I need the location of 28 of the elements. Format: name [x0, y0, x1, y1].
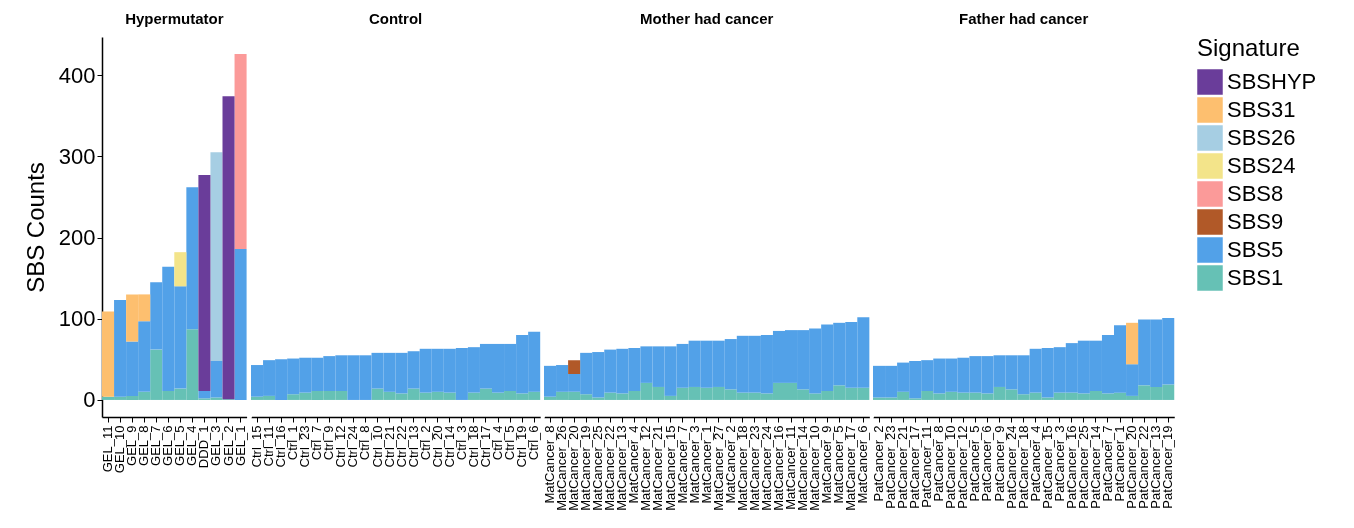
legend-title: Signature — [1197, 34, 1300, 61]
bar — [198, 175, 211, 392]
legend-label: SBS1 — [1227, 265, 1284, 290]
bar — [234, 248, 247, 400]
bar — [568, 360, 581, 374]
legend-label: SBS5 — [1227, 237, 1284, 262]
chart-title: Control — [368, 10, 423, 27]
y-tick-label: 0 — [83, 387, 96, 413]
legend-label: SBS8 — [1227, 181, 1284, 206]
bar — [174, 252, 187, 287]
bar — [102, 311, 115, 397]
chart-title: Mother had cancer — [639, 10, 774, 27]
y-tick-label: 400 — [58, 62, 96, 88]
y-tick-label: 200 — [58, 225, 96, 251]
legend-label: SBS24 — [1227, 153, 1296, 178]
y-tick-label: 100 — [58, 306, 96, 332]
chart-title: Hypermutator — [125, 10, 224, 27]
chart-title: Father had cancer — [959, 10, 1089, 27]
bar — [222, 96, 235, 400]
legend-label: SBS26 — [1227, 125, 1296, 150]
y-tick-label: 300 — [58, 143, 96, 169]
legend-label: SBS31 — [1227, 97, 1296, 122]
bar — [234, 54, 247, 249]
bar — [1126, 322, 1139, 365]
legend-label: SBS9 — [1227, 209, 1284, 234]
legend-label: SBSHYP — [1227, 69, 1317, 94]
bar — [210, 152, 223, 361]
y-axis-title: SBS Counts — [21, 162, 49, 293]
